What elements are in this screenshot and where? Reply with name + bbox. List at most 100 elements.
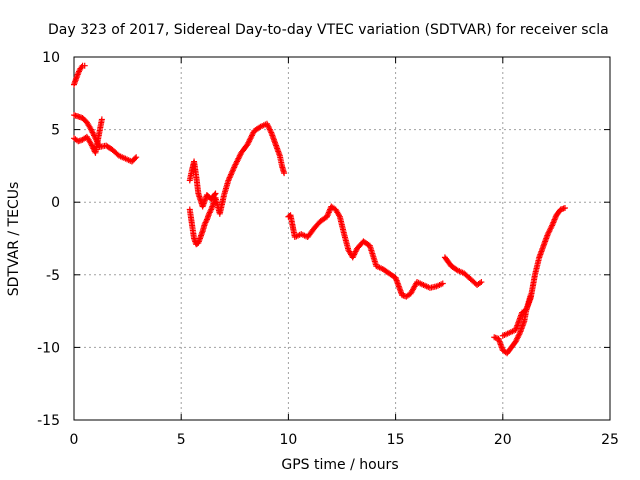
grid [74,57,610,420]
data-point-run [393,276,405,297]
data-point-run [129,155,139,164]
data-point-run [264,122,274,135]
chart-title: Day 323 of 2017, Sidereal Day-to-day VTE… [48,22,609,38]
data-point-run [456,268,466,276]
data-point-run [374,263,385,272]
x-tick-label: 15 [387,432,405,448]
data-point-run [124,156,134,164]
data-point-run [501,348,509,356]
data-point-run [88,128,98,140]
data-point-run [195,235,203,245]
data-point-run [428,283,438,291]
data-point-run [293,231,303,240]
data-marks [71,62,568,357]
data-point-run [513,331,523,344]
data-point-run [277,154,285,168]
data-point-run [532,255,542,277]
data-point-run [76,67,83,75]
data-point [478,279,485,286]
data-point-run [415,279,425,288]
data-point-run [205,193,214,202]
data-point-run [329,204,338,212]
data-point-run [299,231,310,240]
data-point-run [400,292,408,300]
data-point-run [189,222,197,240]
series-segment-3 [285,203,446,300]
data-point-run [442,255,454,268]
x-axis-label: GPS time / hours [281,457,398,473]
data-point-run [84,120,94,132]
data-point [81,62,88,69]
data-point-run [554,207,563,218]
data-point-run [81,134,89,142]
data-point-run [72,136,80,144]
data-point-run [434,281,445,289]
plot-frame [73,56,611,421]
data-point-run [312,219,323,231]
data-point-run [110,148,121,158]
data-point [281,170,288,177]
data-point-run [217,193,227,216]
data-point-run [520,307,528,315]
data-point-run [513,311,525,332]
data-point-run [492,334,501,342]
data-point-run [245,129,257,146]
y-tick-label: 10 [42,50,60,66]
data-point-run [305,226,317,239]
data-point-run [545,223,555,236]
data-point-run [501,330,511,339]
y-tick-label: -5 [46,268,60,284]
data-point-run [462,271,473,281]
data-point-run [259,121,269,129]
data-point-run [71,77,79,87]
x-tick-label: 0 [70,432,79,448]
data-point-run [559,205,567,212]
data-point-run [92,118,105,155]
data-point [561,205,568,212]
data-point-run [350,247,360,259]
data-point-run [337,215,347,236]
data-point [98,116,105,123]
y-tick-label: 0 [51,195,60,211]
series-segment-2 [186,120,288,248]
data-point-run [206,207,214,216]
series-segment-1c [71,116,105,156]
y-axis-label: SDTVAR / TECUs [6,182,22,297]
y-tick-label: -15 [37,413,60,429]
data-point-run [76,137,85,144]
data-point-run [408,280,420,296]
data-point-run [333,207,342,219]
x-tick-label: 20 [494,432,512,448]
data-point-run [422,282,432,291]
data-point-run [381,266,391,276]
data-point-run [117,153,127,161]
data-point-run [226,164,238,182]
tick-labels: 0 5 10 15 20 25 -15 -10 -5 0 5 10 [37,50,619,448]
data-point-run [202,218,210,226]
axis-ticks [73,56,611,421]
series-segment-2b [186,158,219,210]
data-point-run [549,213,559,227]
data-point-run [252,124,263,134]
data-point-run [449,263,460,273]
data-point-run [367,244,379,268]
y-tick-label: 5 [51,123,60,139]
data-point [439,280,446,287]
data-point-run [361,239,372,248]
data-point-run [73,71,81,81]
data-point-run [76,114,85,121]
series-segment-5b [499,292,534,339]
data-point-run [239,142,250,155]
data-point-run [104,143,115,153]
data-point-run [387,271,398,280]
y-tick-label: -10 [37,340,60,356]
data-point [527,292,534,299]
data-point-run [287,213,298,239]
data-point-run [198,229,206,239]
data-point-run [404,291,413,299]
data-point-run [187,208,195,226]
data-point-run [72,112,80,120]
series-segment-1a [71,62,88,88]
data-point [212,190,219,197]
data-point-run [98,142,108,150]
